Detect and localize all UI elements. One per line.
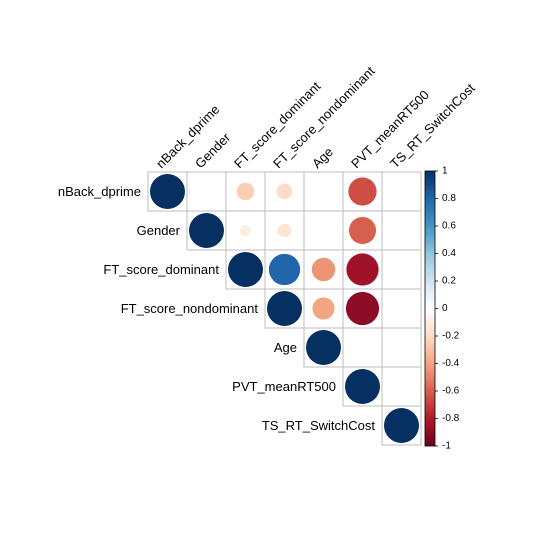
colorbar-tick-label: -0.2 [442, 331, 460, 342]
column-labels: nBack_dprimeGenderFT_score_dominantFT_sc… [153, 63, 478, 171]
row-label-gender: Gender [137, 223, 181, 238]
colorbar-tick-label: -0.8 [442, 413, 460, 424]
correlation-circle-gender-gender [189, 213, 224, 248]
grid-cell [342, 327, 383, 368]
correlation-circle-ft-score-dominant-ft-score-dominant [228, 252, 263, 287]
correlation-circle-nback-dprime-ft-score-dominant [236, 182, 255, 201]
colorbar-tick-label: 0.6 [442, 221, 456, 232]
correlation-circle-gender-pvt-meanrt500 [348, 216, 377, 245]
colorbar-gradient [424, 170, 436, 447]
correlation-circle-age-age [306, 330, 341, 365]
row-label-ft-score-dominant: FT_score_dominant [103, 262, 219, 277]
row-labels: nBack_dprime Gender FT_score_dominant FT_sc… [58, 184, 375, 433]
grid-cell [381, 210, 422, 251]
grid-cell [381, 249, 422, 290]
grid-cell [303, 171, 344, 212]
correlation-circle-gender-ft-score-nondominant [277, 223, 292, 238]
row-label-nback-dprime: nBack_dprime [58, 184, 141, 199]
correlation-circle-nback-dprime-nback-dprime [150, 174, 185, 209]
colorbar-tick-label: -1 [442, 441, 451, 452]
grid-cell [381, 288, 422, 329]
grid-cell [381, 327, 422, 368]
column-label-age: Age [309, 144, 336, 171]
correlation-circle-ft-score-dominant-ft-score-nondominant [268, 253, 301, 286]
correlation-circles [150, 174, 419, 443]
correlation-circle-ft-score-nondominant-age [312, 297, 335, 320]
correlation-circle-nback-dprime-pvt-meanrt500 [348, 177, 377, 206]
grid-cell [381, 171, 422, 212]
correlation-circle-ft-score-nondominant-pvt-meanrt500 [345, 291, 380, 326]
colorbar: 1 0.8 0.6 0.4 0.2 0 -0.2 -0.4 -0.6 -0.8 -1 [424, 166, 460, 452]
grid-cell [303, 210, 344, 251]
correlation-circle-ft-score-nondominant-ft-score-nondominant [267, 291, 302, 326]
correlation-circle-nback-dprime-ft-score-nondominant [276, 183, 293, 200]
row-label-ft-score-nondominant: FT_score_nondominant [121, 301, 259, 316]
colorbar-tick-label: 0 [442, 303, 448, 314]
row-label-ts-rt-switchcost: TS_RT_SwitchCost [262, 418, 376, 433]
correlation-circle-gender-ft-score-dominant [239, 224, 252, 237]
colorbar-tick-label: 0.4 [442, 248, 456, 259]
correlation-circle-pvt-meanrt500-pvt-meanrt500 [345, 369, 380, 404]
colorbar-tick-label: 1 [442, 166, 448, 177]
row-label-age: Age [274, 340, 297, 355]
correlation-circle-ft-score-dominant-pvt-meanrt500 [346, 253, 379, 286]
colorbar-tick-label: -0.6 [442, 386, 460, 397]
correlation-circle-ft-score-dominant-age [311, 257, 336, 282]
correlation-circle-ts-rt-switchcost-ts-rt-switchcost [384, 408, 419, 443]
colorbar-tick-label: 0.8 [442, 193, 456, 204]
grid-cell [381, 366, 422, 407]
row-label-pvt-meanrt500: PVT_meanRT500 [232, 379, 336, 394]
grid-cell [186, 171, 227, 212]
colorbar-tick-label: 0.2 [442, 276, 456, 287]
colorbar-tick-label: -0.4 [442, 358, 460, 369]
